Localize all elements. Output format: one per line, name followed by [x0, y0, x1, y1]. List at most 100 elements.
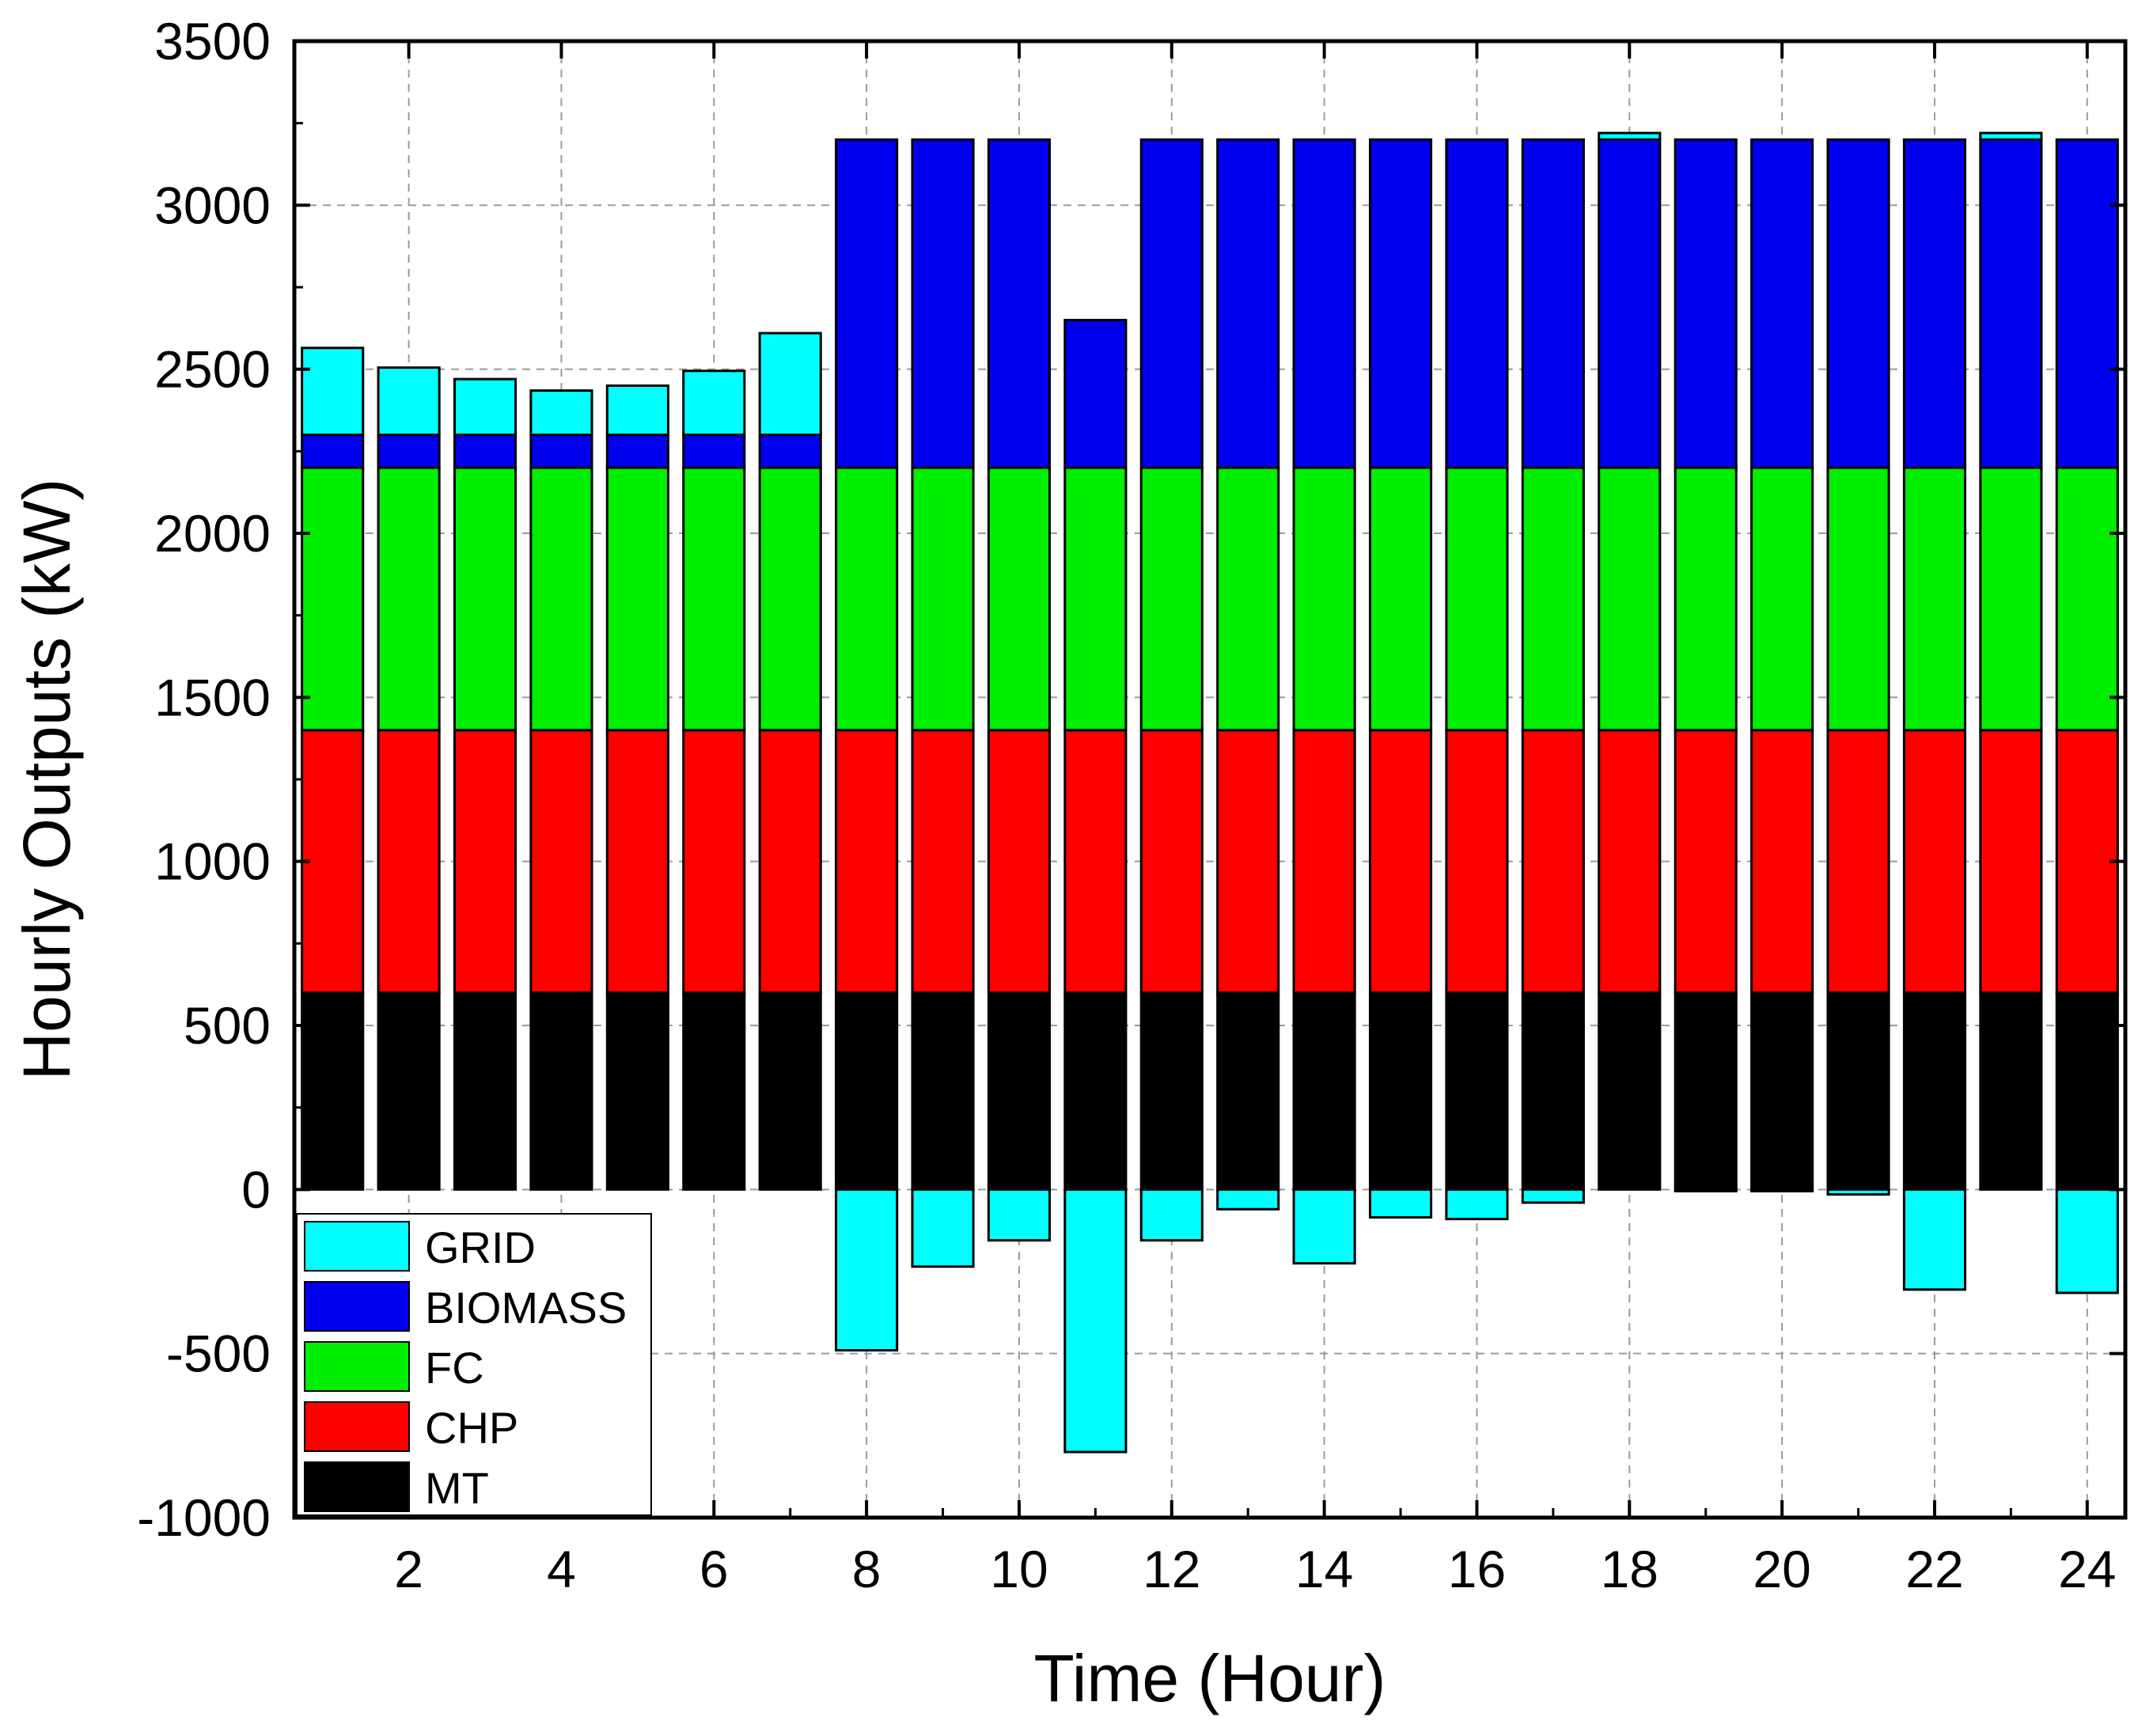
bar-chp-hour-1	[301, 729, 365, 995]
x-tick-label: 20	[1753, 1540, 1810, 1598]
bar-mt-hour-21	[1826, 991, 1890, 1191]
legend-swatch-chp	[304, 1401, 410, 1452]
bar-chp-hour-2	[377, 729, 441, 995]
bar-grid-hour-15	[1368, 1188, 1433, 1219]
bar-chp-hour-17	[1521, 729, 1585, 995]
bar-mt-hour-24	[2055, 991, 2119, 1191]
bar-biomass-hour-7	[758, 434, 822, 469]
legend-label-biomass: BIOMASS	[425, 1283, 627, 1332]
bar-mt-hour-5	[605, 991, 669, 1191]
bar-mt-hour-17	[1521, 991, 1585, 1191]
bar-biomass-hour-6	[682, 434, 746, 469]
bar-fc-hour-1	[301, 466, 365, 732]
x-tick-label: 10	[990, 1540, 1048, 1598]
bar-fc-hour-5	[605, 466, 669, 732]
axis-ticks	[294, 40, 2125, 1519]
y-tick-label: 3500	[154, 12, 271, 70]
bar-fc-hour-10	[987, 466, 1052, 732]
bar-grid-hour-1	[301, 347, 365, 437]
bar-grid-hour-11	[1063, 1188, 1128, 1454]
y-tick-label: 2000	[154, 504, 271, 563]
bar-mt-hour-3	[453, 991, 517, 1191]
bar-chp-hour-11	[1063, 729, 1128, 995]
x-tick-label: 24	[2058, 1540, 2116, 1598]
bar-chp-hour-21	[1826, 729, 1890, 995]
bar-mt-hour-2	[377, 991, 441, 1191]
x-tick-label: 2	[394, 1540, 423, 1598]
bar-mt-hour-6	[682, 991, 746, 1191]
bar-fc-hour-3	[453, 466, 517, 732]
y-tick-label: 3000	[154, 176, 271, 234]
bar-grid-hour-5	[605, 384, 669, 437]
bar-mt-hour-4	[529, 991, 593, 1191]
bar-chp-hour-5	[605, 729, 669, 995]
bar-biomass-hour-14	[1292, 138, 1356, 469]
bar-chp-hour-6	[682, 729, 746, 995]
bar-fc-hour-7	[758, 466, 822, 732]
bar-biomass-hour-19	[1674, 138, 1738, 469]
bar-biomass-hour-22	[1902, 138, 1967, 469]
bar-grid-hour-7	[758, 332, 822, 437]
legend-swatch-biomass	[304, 1281, 410, 1332]
bar-mt-hour-1	[301, 991, 365, 1191]
bar-fc-hour-19	[1674, 466, 1738, 732]
bar-chp-hour-7	[758, 729, 822, 995]
bar-grid-hour-16	[1445, 1188, 1509, 1221]
x-tick-label: 8	[852, 1540, 881, 1598]
bar-chp-hour-13	[1216, 729, 1280, 995]
bar-biomass-hour-10	[987, 138, 1052, 469]
bar-fc-hour-24	[2055, 466, 2119, 732]
bar-biomass-hour-17	[1521, 138, 1585, 469]
x-axis-title: Time (Hour)	[1034, 1641, 1386, 1715]
legend-label-mt: MT	[425, 1463, 489, 1513]
bar-fc-hour-2	[377, 466, 441, 732]
bar-chp-hour-19	[1674, 729, 1738, 995]
y-axis-title: Hourly Outputs (kW)	[9, 479, 84, 1081]
legend-label-grid: GRID	[425, 1222, 536, 1272]
x-tick-label: 12	[1143, 1540, 1200, 1598]
bar-mt-hour-23	[1979, 991, 2043, 1191]
bar-biomass-hour-16	[1445, 138, 1509, 469]
bar-fc-hour-20	[1750, 466, 1814, 732]
bars	[301, 131, 2119, 1454]
bar-grid-hour-24	[2055, 1188, 2119, 1294]
bar-grid-hour-12	[1139, 1188, 1204, 1242]
bar-grid-hour-6	[682, 370, 746, 437]
bar-grid-hour-3	[453, 377, 517, 437]
bar-mt-hour-11	[1063, 991, 1128, 1191]
bar-biomass-hour-15	[1368, 138, 1433, 469]
x-tick-label: 6	[699, 1540, 729, 1598]
bar-biomass-hour-13	[1216, 138, 1280, 469]
bar-chp-hour-23	[1979, 729, 2043, 995]
bar-chp-hour-22	[1902, 729, 1967, 995]
bar-biomass-hour-3	[453, 434, 517, 469]
legend-label-fc: FC	[425, 1343, 484, 1393]
bar-mt-hour-13	[1216, 991, 1280, 1191]
bar-chp-hour-10	[987, 729, 1052, 995]
bar-biomass-hour-5	[605, 434, 669, 469]
y-tick-labels: -1000 -500 0 500 1000 1500 2000 2500 3000 3500	[137, 12, 271, 1547]
bar-grid-hour-14	[1292, 1188, 1356, 1265]
bar-mt-hour-10	[987, 991, 1052, 1191]
bar-biomass-hour-11	[1063, 318, 1128, 469]
legend-swatch-fc	[304, 1341, 410, 1392]
bar-fc-hour-18	[1598, 466, 1662, 732]
bar-mt-hour-7	[758, 991, 822, 1191]
bar-chp-hour-12	[1139, 729, 1204, 995]
bar-grid-hour-21	[1826, 1188, 1890, 1196]
bar-chp-hour-18	[1598, 729, 1662, 995]
bar-mt-hour-22	[1902, 991, 1967, 1191]
bar-fc-hour-11	[1063, 466, 1128, 732]
bar-fc-hour-4	[529, 466, 593, 732]
bar-biomass-hour-21	[1826, 138, 1890, 469]
bar-biomass-hour-1	[301, 434, 365, 469]
bar-mt-hour-8	[835, 991, 899, 1191]
bar-grid-hour-13	[1216, 1188, 1280, 1211]
x-tick-label: 16	[1448, 1540, 1506, 1598]
bar-grid-hour-18	[1598, 131, 1662, 141]
bar-grid-hour-17	[1521, 1188, 1585, 1204]
x-tick-label: 4	[547, 1540, 576, 1598]
bar-mt-hour-18	[1598, 991, 1662, 1191]
bar-fc-hour-6	[682, 466, 746, 732]
x-tick-label: 22	[1905, 1540, 1963, 1598]
